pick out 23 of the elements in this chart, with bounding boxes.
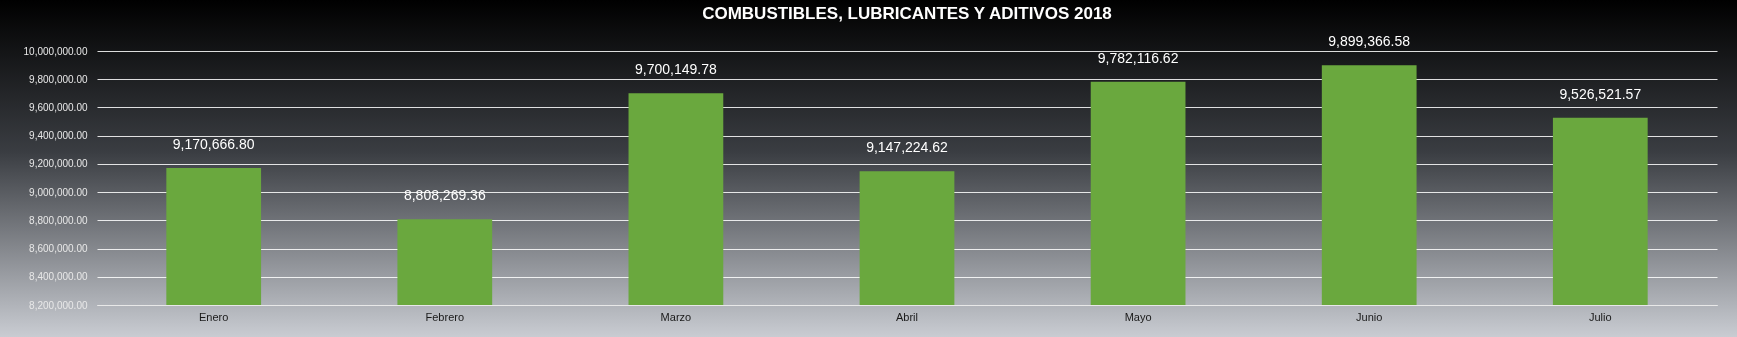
y-tick-label: 10,000,000.00 [23,45,88,57]
data-label: 9,147,224.62 [866,139,949,156]
x-tick-label: Mayo [1124,310,1152,323]
y-tick-label: 9,200,000.00 [29,158,88,170]
data-label: 9,899,366.58 [1328,33,1411,50]
data-label: 9,782,116.62 [1097,49,1179,66]
x-tick-label: Enero [199,310,229,323]
data-label: 9,170,666.80 [172,136,255,153]
y-tick-label: 8,800,000.00 [29,214,88,226]
y-tick-label: 8,400,000.00 [29,271,88,283]
y-tick-label: 9,600,000.00 [29,101,88,113]
data-label: 9,700,149.78 [635,61,717,78]
x-tick-label: Junio [1356,310,1383,323]
y-tick-label: 8,600,000.00 [29,243,88,255]
y-tick-label: 9,000,000.00 [29,186,88,198]
y-tick-label: 9,400,000.00 [29,130,88,142]
x-tick-label: Febrero [425,310,465,323]
x-tick-label: Abril [895,310,919,323]
y-tick-label: 9,800,000.00 [29,73,88,85]
x-tick-label: Julio [1588,310,1612,323]
x-tick-label: Marzo [660,310,692,323]
data-label: 9,526,521.57 [1559,85,1642,102]
chart-title: COMBUSTIBLES, LUBRICANTES Y ADITIVOS 2018 [702,4,1112,24]
